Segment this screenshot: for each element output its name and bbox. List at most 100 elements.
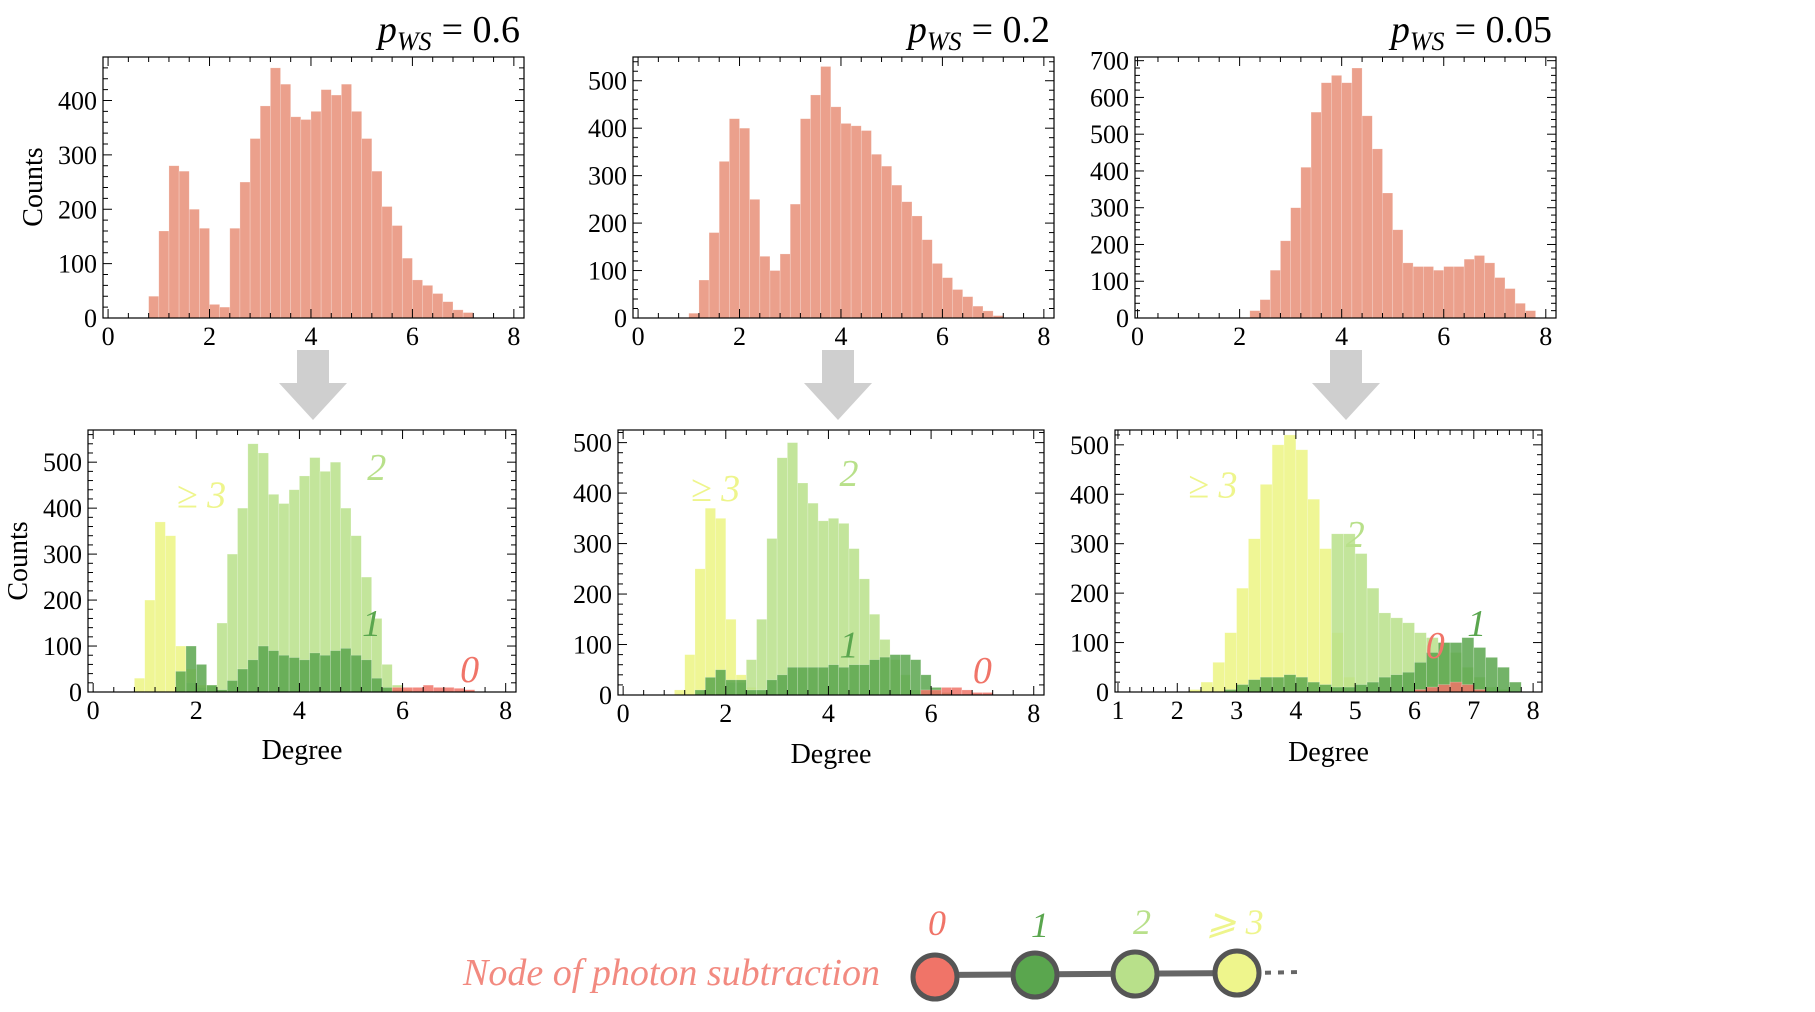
y-axis-label: Counts [3, 521, 34, 600]
series-annotation: ≥ 3 [691, 468, 740, 510]
bar [684, 654, 696, 696]
bar [830, 106, 842, 319]
bar [1474, 255, 1485, 319]
down-arrow-icon [1312, 350, 1380, 420]
bar [178, 170, 190, 319]
bar [1320, 82, 1332, 319]
bar [1426, 686, 1439, 693]
bar [1412, 266, 1424, 319]
title-value: = 0.6 [442, 9, 520, 51]
bar [910, 659, 922, 696]
bar [278, 654, 290, 693]
bar [1271, 676, 1285, 693]
bar [1437, 684, 1451, 693]
bar [1371, 148, 1383, 319]
bar [1307, 681, 1320, 693]
x-tick-label: 6 [936, 322, 949, 351]
x-tick-label: 3 [1230, 696, 1243, 725]
legend-node-1-label: 1 [1031, 905, 1049, 945]
title-symbol: p [375, 9, 397, 51]
x-tick-label: 2 [1233, 322, 1246, 351]
bar [1514, 302, 1526, 319]
bar [899, 654, 911, 696]
bar [462, 312, 474, 319]
x-axis-label: Degree [262, 735, 343, 766]
legend-node-1 [1010, 950, 1060, 1000]
bar [860, 130, 872, 319]
bar [247, 659, 259, 693]
bar [229, 227, 241, 319]
bar [330, 650, 341, 693]
legend-node-2 [1110, 949, 1160, 999]
bar [1280, 240, 1291, 319]
bar [1260, 484, 1273, 693]
x-tick-label: 4 [293, 696, 306, 725]
y-tick-label: 0 [69, 678, 82, 707]
bar [869, 659, 881, 696]
bar [828, 664, 839, 696]
bar [1414, 662, 1427, 693]
panel-title: pWS = 0.6 [375, 9, 520, 56]
bar [858, 664, 870, 696]
bar [729, 118, 740, 319]
bar [219, 306, 231, 319]
series-annotation: ≥ 3 [177, 474, 226, 516]
bar [350, 654, 362, 693]
series-annotation: 2 [1346, 514, 1365, 556]
y-tick-label: 200 [58, 195, 97, 224]
bar [1402, 262, 1414, 319]
bar [1224, 632, 1237, 693]
bar [820, 66, 832, 319]
bar [889, 654, 901, 696]
bar [982, 310, 994, 319]
legend-node-3-label: ⩾ 3 [1206, 902, 1263, 942]
legend-chain-line [934, 970, 1251, 978]
bar [371, 170, 383, 319]
down-arrow-icon [804, 350, 872, 420]
bar [1319, 548, 1332, 693]
title-value: = 0.05 [1455, 9, 1552, 51]
title-symbol: p [1388, 9, 1410, 51]
bar [351, 111, 362, 319]
bar [1366, 681, 1380, 693]
bar [268, 650, 280, 693]
y-tick-label: 200 [1070, 579, 1109, 608]
bar [1473, 647, 1486, 693]
bar [422, 285, 433, 319]
x-tick-label: 0 [1131, 322, 1144, 351]
bar [381, 687, 393, 693]
y-tick-label: 0 [614, 304, 627, 333]
series-annotation: ≥ 3 [1188, 464, 1237, 506]
y-tick-label: 0 [1096, 678, 1109, 707]
bar [452, 309, 464, 319]
bar [1354, 553, 1368, 693]
bar [1453, 266, 1465, 319]
bar [1310, 111, 1322, 319]
bar [1485, 657, 1498, 693]
bar [698, 279, 710, 319]
x-tick-label: 1 [1111, 696, 1124, 725]
bar [280, 83, 291, 319]
bar [361, 138, 373, 319]
bar [787, 442, 798, 696]
bar [299, 659, 311, 693]
y-tick-label: 200 [573, 580, 612, 609]
x-tick-label: 6 [396, 696, 409, 725]
y-tick-label: 100 [1070, 629, 1109, 658]
bar [320, 89, 332, 319]
bar [158, 230, 170, 319]
bar [941, 687, 952, 696]
bar [942, 277, 953, 319]
bar [165, 535, 176, 693]
bar [1449, 681, 1463, 693]
bar [1331, 686, 1344, 693]
bar [433, 687, 445, 693]
plot-frame [632, 56, 1055, 319]
bar [871, 153, 882, 319]
bar [1461, 637, 1475, 693]
title-symbol: p [905, 9, 927, 51]
bar [951, 687, 963, 696]
x-tick-label: 0 [617, 699, 630, 728]
bar [144, 599, 156, 693]
